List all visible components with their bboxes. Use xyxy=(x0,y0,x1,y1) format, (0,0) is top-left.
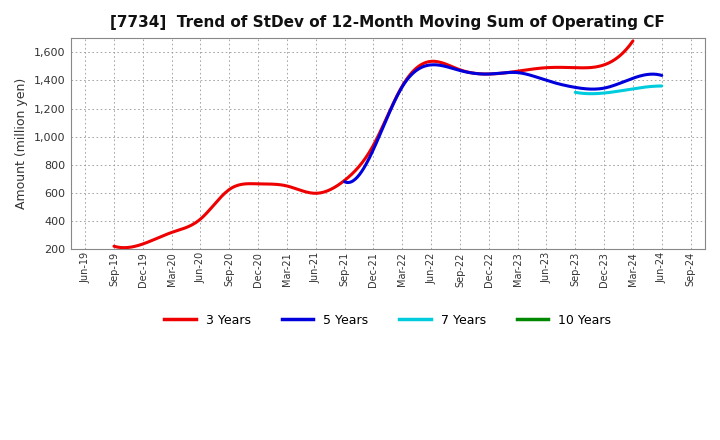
Legend: 3 Years, 5 Years, 7 Years, 10 Years: 3 Years, 5 Years, 7 Years, 10 Years xyxy=(159,309,616,332)
Y-axis label: Amount (million yen): Amount (million yen) xyxy=(15,78,28,209)
Title: [7734]  Trend of StDev of 12-Month Moving Sum of Operating CF: [7734] Trend of StDev of 12-Month Moving… xyxy=(110,15,665,30)
